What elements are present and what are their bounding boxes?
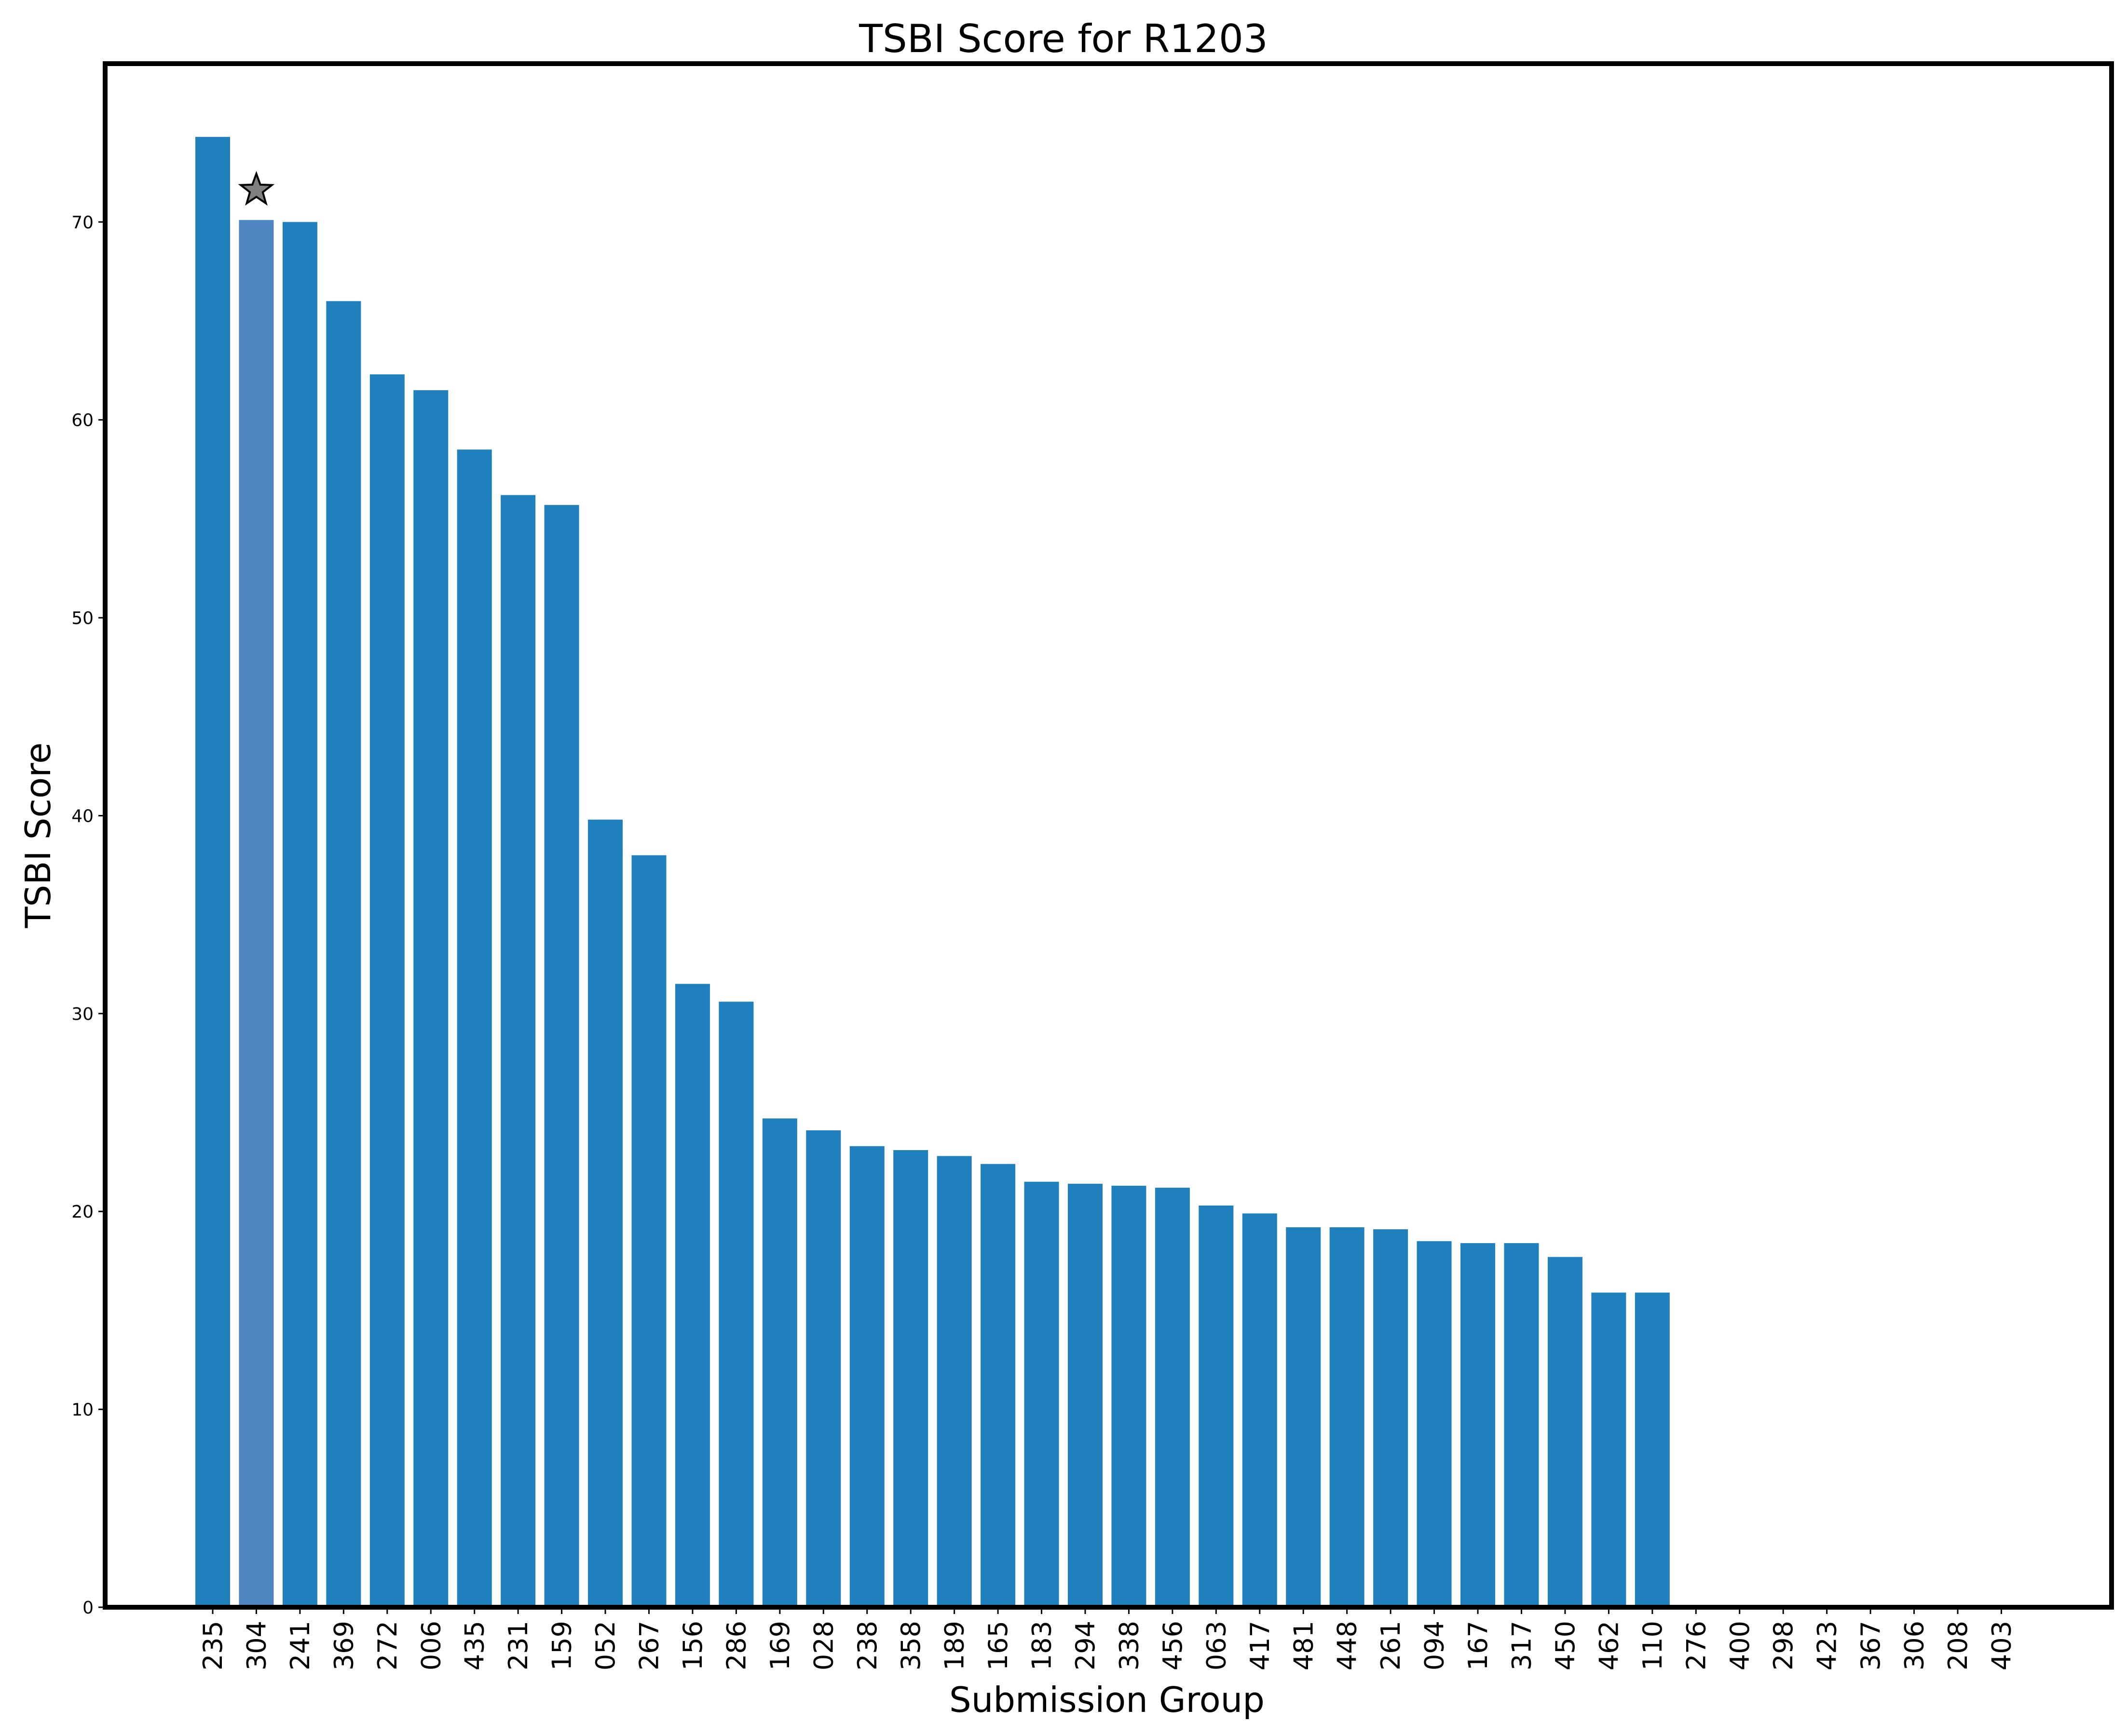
x-tick-label: 028 <box>808 1621 839 1670</box>
bar <box>631 855 667 1607</box>
chart-title: TSBI Score for R1203 <box>859 16 1268 61</box>
bar <box>1547 1257 1582 1607</box>
x-tick-label: 063 <box>1201 1621 1231 1670</box>
bar <box>413 390 449 1607</box>
y-tick-label: 0 <box>82 1598 94 1618</box>
y-tick-label: 30 <box>71 1004 94 1024</box>
x-tick-label: 481 <box>1288 1621 1319 1670</box>
x-tick-label: 435 <box>460 1621 490 1670</box>
bar <box>1373 1229 1408 1607</box>
x-tick-label: 261 <box>1376 1621 1406 1670</box>
x-tick-label: 417 <box>1245 1621 1275 1670</box>
bar <box>369 374 405 1608</box>
y-axis-ticks: 0 10 20 30 40 50 60 70 <box>71 213 105 1618</box>
bar <box>501 495 536 1607</box>
bar <box>675 984 710 1607</box>
x-axis-label: Submission Group <box>949 1680 1265 1720</box>
bar <box>893 1150 928 1607</box>
x-tick-label: 094 <box>1419 1621 1450 1670</box>
bar <box>1155 1187 1190 1607</box>
bar <box>326 301 361 1608</box>
x-tick-label: 317 <box>1507 1621 1537 1670</box>
y-tick-label: 40 <box>71 806 94 826</box>
bar <box>1460 1243 1496 1607</box>
x-tick-label: 276 <box>1681 1621 1711 1670</box>
x-tick-label: 286 <box>721 1621 751 1670</box>
y-tick-label: 20 <box>71 1202 94 1222</box>
x-axis-ticks: 235 304 241 369 272 006 435 231 159 052 267 156 286 1… <box>198 1607 2017 1670</box>
bar <box>239 220 274 1607</box>
bar <box>1329 1227 1364 1607</box>
bar <box>282 222 317 1608</box>
bar <box>1111 1185 1146 1607</box>
bar <box>937 1156 972 1607</box>
x-tick-label: 423 <box>1812 1621 1842 1670</box>
bar <box>806 1130 841 1607</box>
x-tick-label: 208 <box>1943 1621 1973 1670</box>
x-tick-label: 006 <box>416 1621 446 1670</box>
bar-series <box>195 136 1670 1608</box>
x-tick-label: 165 <box>983 1621 1013 1670</box>
x-tick-label: 403 <box>1986 1621 2017 1670</box>
x-tick-label: 400 <box>1725 1621 1755 1670</box>
x-tick-label: 294 <box>1070 1621 1101 1670</box>
bar <box>719 1002 754 1607</box>
x-tick-label: 358 <box>896 1621 926 1670</box>
bar <box>849 1146 885 1607</box>
plot-frame <box>103 61 2114 1610</box>
y-axis-label: TSBI Score <box>18 743 58 929</box>
bar <box>1417 1241 1452 1607</box>
x-tick-label: 169 <box>765 1621 795 1670</box>
y-tick-label: 50 <box>71 609 94 628</box>
x-tick-label: 267 <box>634 1621 665 1670</box>
bar <box>762 1118 797 1607</box>
x-tick-label: 456 <box>1158 1621 1188 1670</box>
x-tick-label: 159 <box>547 1621 577 1670</box>
bar <box>1068 1183 1103 1607</box>
bar <box>1635 1292 1670 1607</box>
x-tick-label: 167 <box>1463 1621 1493 1670</box>
x-tick-label: 189 <box>940 1621 970 1670</box>
bar <box>544 505 579 1607</box>
bar <box>195 136 230 1608</box>
bar <box>1591 1292 1626 1607</box>
bar <box>1024 1181 1059 1607</box>
x-tick-label: 367 <box>1855 1621 1886 1670</box>
bar <box>981 1164 1016 1607</box>
x-tick-label: 450 <box>1550 1621 1581 1670</box>
x-tick-label: 369 <box>328 1621 359 1670</box>
y-tick-label: 60 <box>71 411 94 431</box>
bar <box>1242 1213 1277 1607</box>
y-tick-label: 10 <box>71 1400 94 1420</box>
x-tick-label: 235 <box>198 1621 228 1670</box>
x-tick-label: 462 <box>1594 1621 1624 1670</box>
x-tick-label: 241 <box>285 1621 315 1670</box>
x-tick-label: 448 <box>1332 1621 1363 1670</box>
x-tick-label: 272 <box>372 1621 403 1670</box>
x-tick-label: 304 <box>241 1621 272 1670</box>
x-tick-label: 156 <box>678 1621 708 1670</box>
x-tick-label: 183 <box>1027 1621 1057 1670</box>
y-tick-label: 70 <box>71 213 94 232</box>
bar <box>1286 1227 1321 1607</box>
bar <box>1504 1243 1539 1607</box>
bar <box>1199 1205 1234 1607</box>
x-tick-label: 052 <box>590 1621 621 1670</box>
x-tick-label: 110 <box>1637 1621 1668 1670</box>
x-tick-label: 338 <box>1114 1621 1144 1670</box>
x-tick-label: 298 <box>1768 1621 1799 1670</box>
x-tick-label: 306 <box>1899 1621 1930 1670</box>
x-tick-label: 238 <box>852 1621 883 1670</box>
x-tick-label: 231 <box>503 1621 533 1670</box>
bar <box>588 819 623 1607</box>
highlight-star-marker <box>238 171 275 206</box>
bar <box>457 449 492 1607</box>
